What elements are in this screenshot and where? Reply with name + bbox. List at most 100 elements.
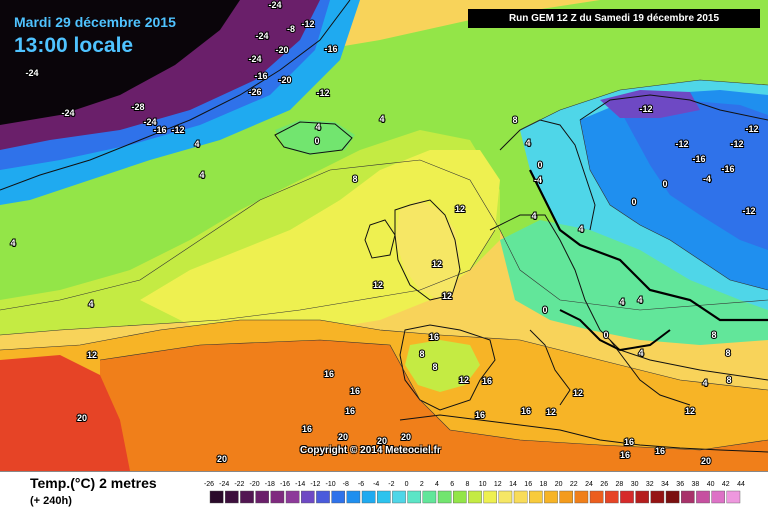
legend-tick-label: 0 <box>405 481 409 488</box>
legend-swatch <box>270 490 285 504</box>
isotherm-label: 12 <box>459 375 469 385</box>
legend-tick-label: 34 <box>661 481 669 488</box>
legend-swatch <box>711 490 726 504</box>
zone-dark-orange <box>100 340 768 471</box>
legend-swatch <box>255 490 269 504</box>
isotherm-label: 16 <box>655 446 665 456</box>
isotherm-label: 0 <box>631 197 636 207</box>
legend-swatch <box>483 490 498 504</box>
legend-tick-label: 28 <box>616 481 624 488</box>
legend-swatch <box>240 490 254 504</box>
legend-tick-label: 12 <box>494 481 502 488</box>
legend-tick-label: -20 <box>250 481 260 488</box>
legend-tick-label: 4 <box>435 481 439 488</box>
legend-tick-label: 16 <box>524 481 532 488</box>
legend-swatch <box>285 490 300 504</box>
isotherm-label: -24 <box>143 117 156 127</box>
isotherm-label: 4 <box>702 378 707 388</box>
legend-tick-label: -16 <box>280 481 290 488</box>
isotherm-label: 12 <box>685 406 695 416</box>
legend-swatch <box>726 490 741 504</box>
isotherm-label: 16 <box>624 437 634 447</box>
isotherm-label: -16 <box>254 71 267 81</box>
legend-swatch <box>452 490 467 504</box>
legend-swatch <box>605 490 619 504</box>
zone-scandinavia-purple <box>600 90 700 118</box>
legend-tick-label: -4 <box>373 481 379 488</box>
legend-swatch <box>437 490 452 504</box>
iberia-inland <box>405 340 480 392</box>
legend-swatch <box>392 490 406 504</box>
isotherm-label: 0 <box>662 179 667 189</box>
isotherm-label: 8 <box>725 348 730 358</box>
isotherm-label: 0 <box>537 160 542 170</box>
isotherm-label: -12 <box>742 206 755 216</box>
isotherm-label: -12 <box>730 139 743 149</box>
legend-swatch <box>529 490 543 504</box>
isotherms <box>0 79 768 451</box>
isotherm-label: 12 <box>455 204 465 214</box>
legend-swatch <box>589 490 604 504</box>
isotherm-label: -12 <box>171 125 184 135</box>
legend-tick-label: 6 <box>450 481 454 488</box>
legend-swatch <box>346 490 361 504</box>
isotherm-label: 8 <box>419 349 424 359</box>
legend-swatch <box>300 490 315 504</box>
legend-tick-label: 36 <box>676 481 684 488</box>
isotherm-label: 4 <box>531 211 536 221</box>
legend-tick-label: 42 <box>722 481 730 488</box>
isotherm-labels: -24-12-8-24-16-20-24-16 -20-26 -12-24-24-2… <box>9 0 759 467</box>
isotherm-label: 12 <box>87 350 97 360</box>
isotherm-label: 16 <box>350 386 360 396</box>
isotherm-label: -12 <box>675 139 688 149</box>
isotherm-label: 12 <box>442 291 452 301</box>
isotherm-label: 4 <box>199 170 204 180</box>
legend-tick-label: 30 <box>631 481 639 488</box>
isotherm-label: 20 <box>377 436 387 446</box>
isotherm-label: 4 <box>315 122 320 132</box>
legend-tick-label: -12 <box>310 481 320 488</box>
isotherm-label: 8 <box>512 115 517 125</box>
isotherm-label: -24 <box>61 108 74 118</box>
temperature-legend: -26 -24 -22 -20 -18 -16 -14 -12 -10 -8 -6 -4 -2 0 2 4 6 8… <box>204 481 745 504</box>
legend-swatch <box>376 490 391 504</box>
isotherm-label: -4 <box>534 175 542 185</box>
isotherm-label: 0 <box>314 136 319 146</box>
isotherm-label: 4 <box>638 348 643 358</box>
isotherm-label: 16 <box>345 406 355 416</box>
legend-swatch <box>209 490 224 504</box>
legend-swatch <box>316 490 330 504</box>
legend-tick-label: 44 <box>737 481 745 488</box>
zone-greenland-black <box>0 0 240 125</box>
freezing-line <box>529 169 768 322</box>
isotherm-label: 12 <box>546 407 556 417</box>
isotherm-label: -24 <box>255 31 268 41</box>
isotherm-label: 8 <box>726 375 731 385</box>
isotherm-label: -12 <box>745 124 758 134</box>
isotherm-label: 8 <box>352 174 357 184</box>
isotherm-label: 4 <box>10 238 15 248</box>
copyright-notice: Copyright © 2014 Meteociel.fr <box>300 445 441 456</box>
isotherm-label: 16 <box>521 406 531 416</box>
legend-swatch <box>559 490 574 504</box>
isotherm-label: 12 <box>432 259 442 269</box>
isotherm-label: 20 <box>401 432 411 442</box>
isotherm-label: -16 <box>721 164 734 174</box>
isotherm-label: -26 <box>248 87 261 97</box>
isotherm-label: -24 <box>248 54 261 64</box>
isotherm-label: 16 <box>302 424 312 434</box>
legend-tick-label: 14 <box>509 481 517 488</box>
legend-swatch <box>696 490 710 504</box>
isotherm-label: -28 <box>131 102 144 112</box>
isotherm-label: 8 <box>432 362 437 372</box>
isotherm-label: -20 <box>278 75 291 85</box>
isotherm-label: 4 <box>637 295 642 305</box>
legend-tick-label: 2 <box>420 481 424 488</box>
legend-tick-label: 26 <box>600 481 608 488</box>
legend-tick-label: -6 <box>358 481 364 488</box>
legend-swatch <box>544 490 558 504</box>
isotherm-label: 0 <box>542 305 547 315</box>
isotherm-label: -20 <box>275 45 288 55</box>
isotherm-label: 16 <box>475 410 485 420</box>
legend-tick-label: -8 <box>343 481 349 488</box>
